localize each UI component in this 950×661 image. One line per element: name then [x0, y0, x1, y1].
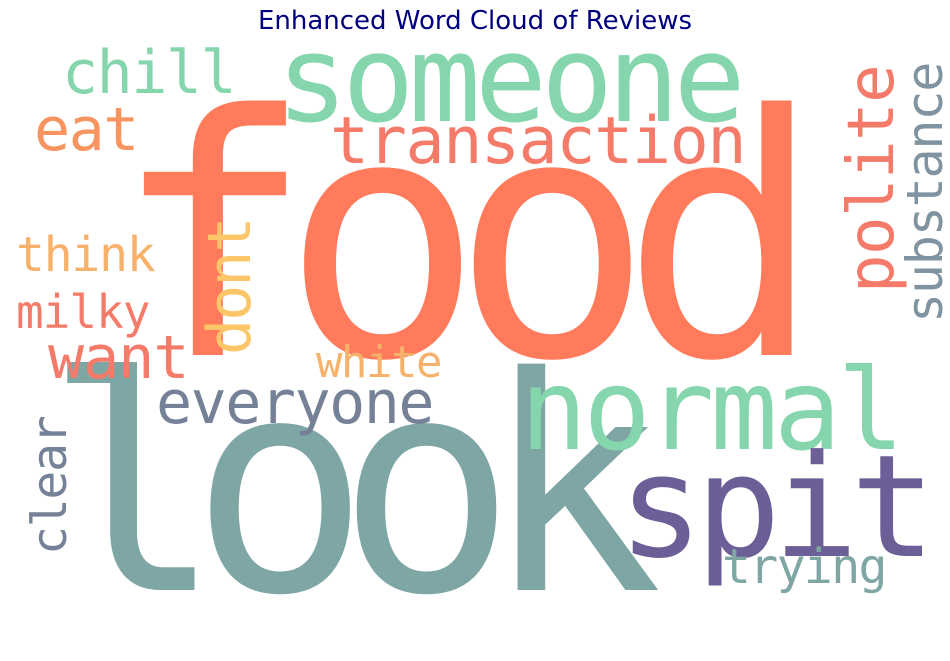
word-milky: milky [16, 285, 150, 339]
word-cloud-figure: Enhanced Word Cloud of Reviews food look… [14, 6, 950, 637]
word-white: white [316, 337, 442, 388]
word-clear: clear [22, 416, 78, 556]
word-someone: someone [276, 11, 746, 150]
word-dont: dont [195, 218, 265, 356]
chart-title: Enhanced Word Cloud of Reviews [257, 6, 693, 36]
word-polite: polite [835, 64, 909, 293]
word-eat: eat [34, 95, 139, 165]
word-transaction: transaction [330, 104, 746, 179]
word-chill: chill [62, 38, 237, 108]
word-everyone: everyone [156, 368, 434, 438]
word-want: want [48, 323, 189, 393]
word-spit: spit [618, 425, 936, 590]
word-substance: substance [896, 62, 950, 323]
word-cloud: food look someone normal spit transactio… [14, 21, 950, 637]
word-trying: trying [722, 539, 887, 595]
word-think: think [16, 227, 156, 283]
word-normal: normal [520, 346, 905, 476]
word-look: look [44, 314, 663, 661]
word-food: food [112, 45, 823, 435]
